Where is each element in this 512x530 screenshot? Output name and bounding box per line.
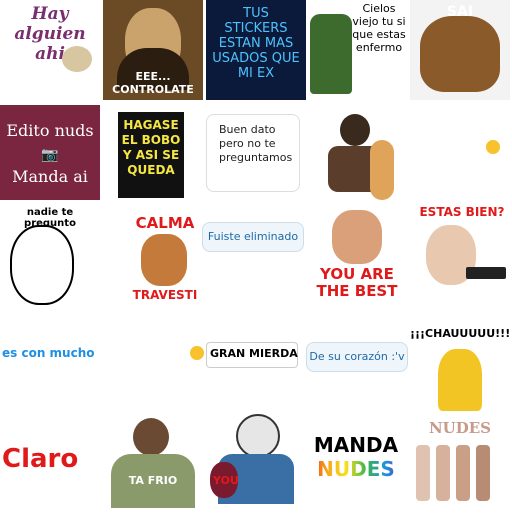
sticker-claro[interactable]: Claro bbox=[0, 430, 100, 530]
sticker-text: es con mucho bbox=[2, 346, 95, 360]
sticker-text: Cielos viejo tu si que estas enfermo bbox=[352, 2, 406, 54]
mask-figure bbox=[236, 414, 280, 458]
sticker-hagase-el-bobo[interactable]: HAGASE EL BOBO Y ASI SE QUEDA bbox=[118, 112, 184, 198]
sticker-meme-dibujo[interactable]: nadie te pregunto bbox=[0, 205, 100, 305]
sticker-text: ESTAS BIEN? bbox=[419, 205, 505, 219]
sticker-you-are-the-best[interactable]: YOU ARE THE BEST bbox=[308, 208, 406, 308]
label-box bbox=[206, 342, 298, 368]
sticker-jason-you[interactable]: YOU bbox=[206, 408, 306, 508]
emoji-icon bbox=[190, 346, 204, 360]
sticker-gran-mierda[interactable]: GRAN MIERDA bbox=[190, 342, 302, 368]
sticker-text: nadie te pregunto bbox=[24, 207, 76, 229]
bottle-2 bbox=[436, 445, 450, 501]
drawing-figure bbox=[10, 225, 74, 305]
sticker-line1: Edito nuds bbox=[6, 121, 94, 140]
emoji-icon bbox=[486, 140, 500, 154]
bottle-3 bbox=[456, 445, 470, 501]
sticker-text: GRAN MIERDA bbox=[210, 347, 298, 360]
gun-figure bbox=[466, 267, 506, 279]
sticker-perro-sai[interactable]: SAI bbox=[410, 0, 510, 100]
sticker-text: TA FRIO bbox=[128, 474, 178, 487]
bread-figure bbox=[370, 140, 394, 200]
sticker-line1: MANDA bbox=[313, 433, 399, 457]
sticker-de-su-corazon[interactable]: De su corazón :'v bbox=[306, 342, 408, 372]
sticker-nudes-esmaltes[interactable]: NUDES bbox=[410, 415, 510, 515]
sticker-abuela-pistola[interactable]: ESTAS BIEN? bbox=[412, 205, 512, 305]
bottle-1 bbox=[416, 445, 430, 501]
cat-figure bbox=[62, 46, 92, 72]
sticker-text: De su corazón :'v bbox=[309, 350, 405, 363]
bag-figure bbox=[210, 462, 238, 498]
sticker-top: CALMA bbox=[135, 214, 195, 232]
sticker-line2: Manda ai bbox=[12, 167, 88, 186]
sticker-text: YOU bbox=[213, 474, 239, 487]
sticker-text: NUDES bbox=[428, 419, 492, 437]
sticker-hay-alguien-ahi[interactable]: Hay alguien ahi bbox=[0, 0, 100, 100]
sticker-manda-nudes[interactable]: MANDA NUDES bbox=[306, 425, 406, 525]
sticker-text: Claro bbox=[2, 444, 79, 474]
dog-figure bbox=[420, 16, 500, 92]
head-figure bbox=[133, 418, 169, 456]
sticker-text: ¡¡¡CHAUUUUU!!! bbox=[410, 327, 510, 340]
sticker-line2: NUDES bbox=[306, 457, 406, 481]
man-figure bbox=[310, 14, 352, 94]
sticker-text: YOU ARE THE BEST bbox=[316, 265, 398, 300]
sticker-mona-lisa[interactable]: EEE... CONTROLATE bbox=[103, 0, 203, 100]
sticker-small-emoji[interactable] bbox=[484, 138, 502, 156]
sticker-bottom: TRAVESTI bbox=[132, 288, 198, 302]
body-figure bbox=[117, 48, 189, 90]
sticker-es-con-mucho[interactable]: es con mucho bbox=[0, 340, 100, 370]
sticker-chauuuu[interactable]: ¡¡¡CHAUUUUU!!! bbox=[410, 325, 510, 425]
sticker-hombre-pan[interactable] bbox=[310, 110, 410, 210]
blanket-figure bbox=[111, 454, 195, 508]
head-figure bbox=[340, 114, 370, 146]
sticker-fuiste-eliminado[interactable]: Fuiste eliminado bbox=[202, 222, 304, 252]
sticker-text: Hay alguien ahi bbox=[14, 4, 86, 64]
sticker-edito-nuds[interactable]: Edito nuds 📷 Manda ai bbox=[0, 105, 100, 200]
sticker-text: HAGASE EL BOBO Y ASI SE QUEDA bbox=[121, 118, 181, 177]
sticker-text: Buen dato pero no te preguntamos bbox=[219, 123, 293, 164]
sticker-calma-travesti[interactable]: CALMA TRAVESTI bbox=[115, 210, 215, 310]
bottle-4 bbox=[476, 445, 490, 501]
pointing-figure bbox=[332, 210, 382, 264]
sticker-grid: Hay alguien ahi EEE... CONTROLATE TUS ST… bbox=[0, 0, 512, 510]
sticker-text: EEE... CONTROLATE bbox=[112, 70, 194, 96]
sticker-text: TUS STICKERS ESTAN MAS USADOS QUE MI EX bbox=[212, 6, 300, 81]
dog-figure bbox=[141, 234, 187, 286]
child-figure bbox=[438, 349, 482, 411]
sticker-text: Fuiste eliminado bbox=[207, 230, 299, 243]
sticker-text: SAI bbox=[446, 4, 474, 20]
sticker-ta-frio[interactable]: TA FRIO bbox=[103, 410, 203, 510]
sticker-tus-stickers[interactable]: TUS STICKERS ESTAN MAS USADOS QUE MI EX bbox=[206, 0, 306, 100]
sticker-cielos-viejo[interactable]: Cielos viejo tu si que estas enfermo bbox=[306, 0, 406, 100]
sticker-buen-dato[interactable]: Buen dato pero no te preguntamos bbox=[206, 114, 300, 192]
camera-icon: 📷 bbox=[41, 147, 59, 163]
